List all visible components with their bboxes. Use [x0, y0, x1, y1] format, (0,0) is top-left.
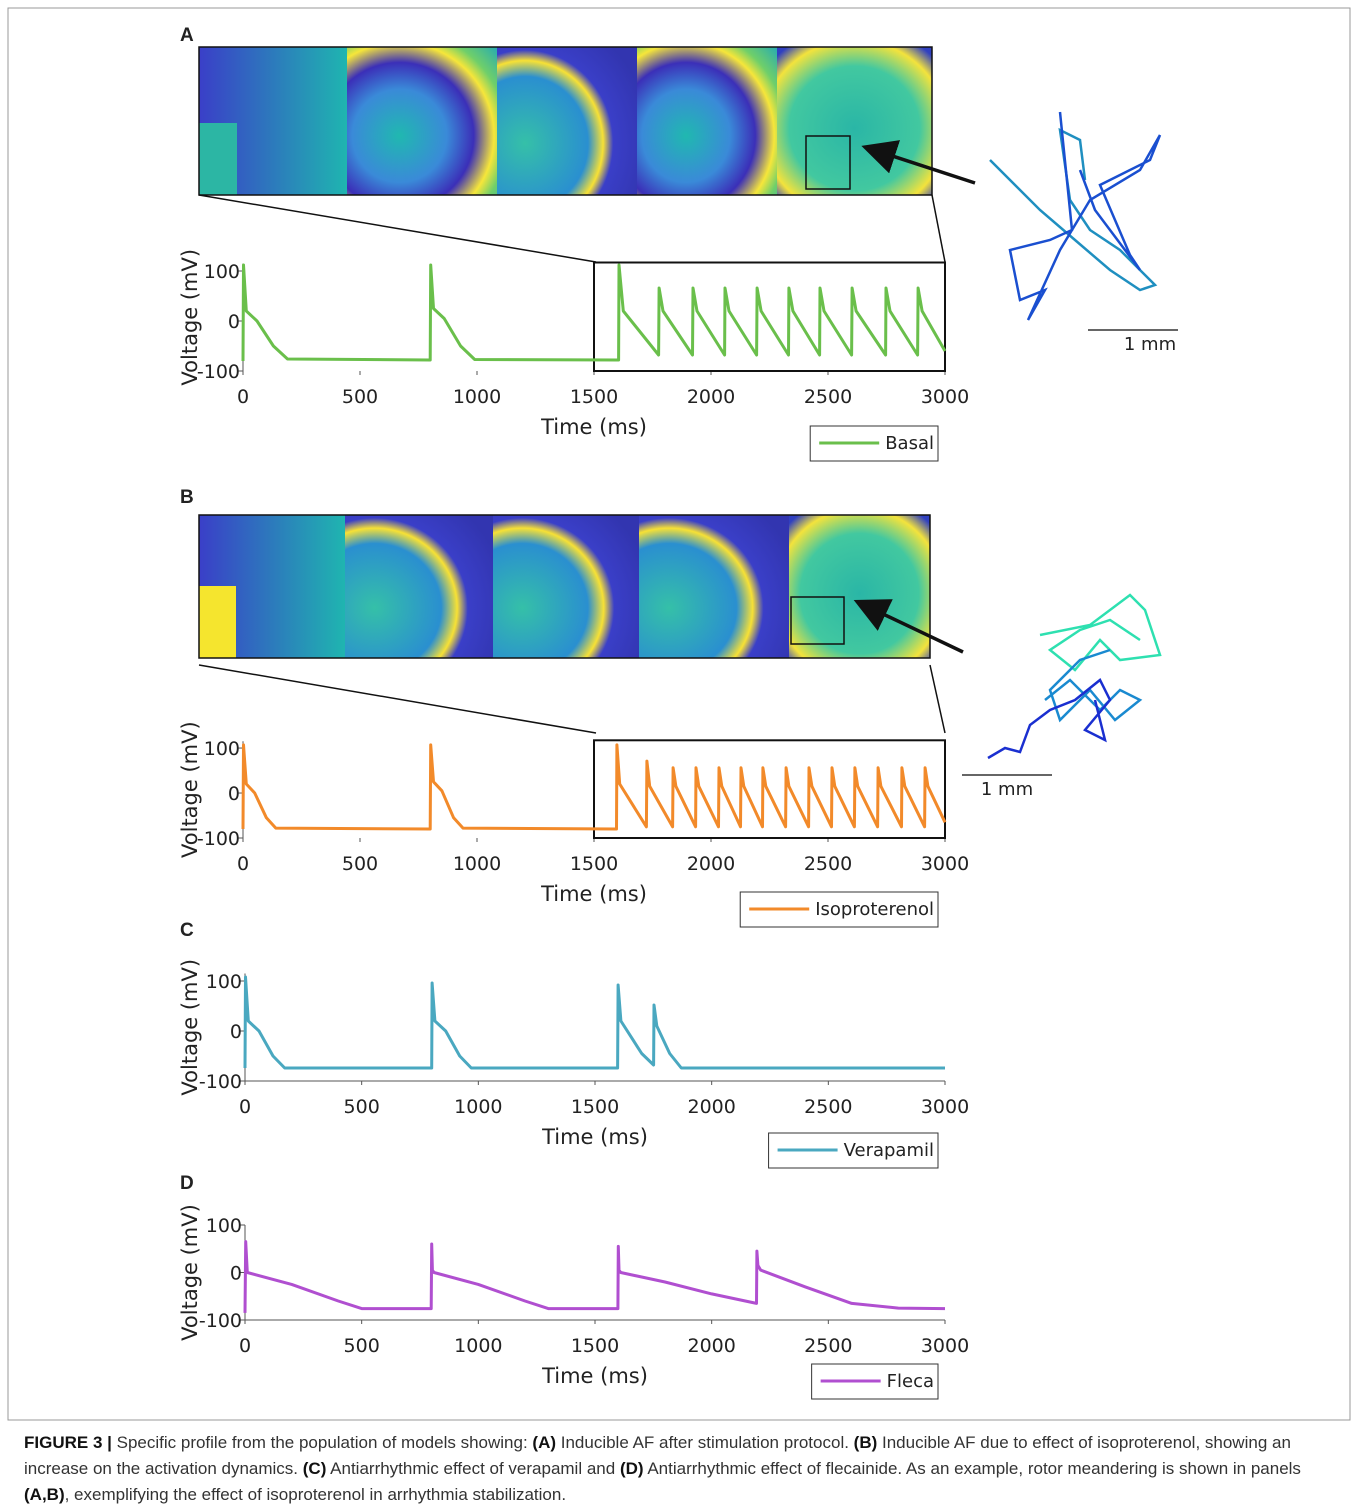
caption-text: FIGURE 3 | [24, 1433, 112, 1452]
rotor-trajectory [990, 112, 1178, 330]
y-axis-label: Voltage (mV) [178, 959, 202, 1096]
legend-label: Isoproterenol [815, 899, 934, 920]
y-axis-label: Voltage (mV) [178, 249, 202, 386]
x-tick-label: 0 [239, 1096, 251, 1118]
voltage-trace [245, 977, 945, 1068]
x-tick-label: 1500 [571, 1096, 619, 1118]
y-tick-label: 0 [228, 783, 240, 805]
x-axis-label: Time (ms) [541, 1125, 648, 1149]
x-tick-label: 2500 [804, 386, 852, 408]
y-tick-label: 100 [204, 738, 240, 760]
page: {"panel_labels": ["A", "B", "C", "D"], "… [0, 0, 1358, 1506]
rotor-trajectory [962, 595, 1160, 775]
x-tick-label: 3000 [921, 386, 969, 408]
x-tick-label: 1000 [454, 1096, 502, 1118]
scale-bar-label: 1 mm [1124, 334, 1176, 355]
snapshot-strip [199, 515, 963, 733]
x-axis-label: Time (ms) [540, 415, 647, 439]
x-tick-label: 0 [237, 386, 249, 408]
figure-border [8, 8, 1350, 1420]
scale-bar-label: 1 mm [981, 779, 1033, 800]
panel-label: C [180, 920, 194, 941]
caption-text: (C) [303, 1459, 327, 1478]
x-tick-label: 1000 [453, 853, 501, 875]
x-tick-label: 1000 [454, 1335, 502, 1357]
caption-text: Antiarrhythmic effect of verapamil and [326, 1459, 620, 1478]
legend-label: Fleca [887, 1371, 934, 1392]
x-tick-label: 1500 [571, 1335, 619, 1357]
y-tick-label: 0 [230, 1263, 242, 1285]
y-tick-label: 100 [206, 1215, 242, 1237]
x-tick-label: 2500 [804, 1096, 852, 1118]
panel-label: D [180, 1173, 194, 1194]
y-tick-label: 100 [204, 261, 240, 283]
x-tick-label: 2500 [804, 853, 852, 875]
x-tick-label: 2500 [804, 1335, 852, 1357]
x-tick-label: 3000 [921, 1335, 969, 1357]
y-tick-label: 0 [230, 1021, 242, 1043]
x-axis-label: Time (ms) [540, 882, 647, 906]
x-tick-label: 500 [342, 853, 378, 875]
x-tick-label: 0 [239, 1335, 251, 1357]
x-tick-label: 0 [237, 853, 249, 875]
legend-label: Basal [885, 433, 934, 454]
caption-text: (A) [532, 1433, 556, 1452]
y-axis-label: Voltage (mV) [178, 721, 202, 858]
y-tick-label: -100 [199, 1071, 242, 1093]
y-axis-label: Voltage (mV) [178, 1204, 202, 1341]
x-tick-label: 3000 [921, 1096, 969, 1118]
x-tick-label: 500 [344, 1335, 380, 1357]
caption-text: (A,B) [24, 1485, 65, 1504]
x-tick-label: 2000 [687, 853, 735, 875]
x-tick-label: 1000 [453, 386, 501, 408]
caption: FIGURE 3 | Specific profile from the pop… [24, 1430, 1334, 1508]
caption-text: Specific profile from the population of … [112, 1433, 533, 1452]
voltage-trace [245, 1242, 945, 1313]
y-tick-label: 0 [228, 311, 240, 333]
x-tick-label: 500 [342, 386, 378, 408]
y-tick-label: 100 [206, 971, 242, 993]
y-tick-label: -100 [197, 361, 240, 383]
caption-text: (B) [854, 1433, 878, 1452]
panel-label: A [180, 25, 194, 46]
x-tick-label: 2000 [687, 1096, 735, 1118]
x-axis-label: Time (ms) [541, 1364, 648, 1388]
panel-label: B [180, 487, 194, 508]
snapshot-strip [199, 47, 975, 262]
caption-text: Antiarrhythmic effect of flecainide. As … [644, 1459, 1301, 1478]
y-tick-label: -100 [197, 828, 240, 850]
x-tick-label: 3000 [921, 853, 969, 875]
caption-text: (D) [620, 1459, 644, 1478]
y-tick-label: -100 [199, 1310, 242, 1332]
x-tick-label: 2000 [687, 1335, 735, 1357]
figure: 1 mm 1 mm A B C D -100010005001000150020… [0, 0, 1358, 1506]
legend-label: Verapamil [844, 1140, 934, 1161]
x-tick-label: 1500 [570, 386, 618, 408]
caption-text: , exemplifying the effect of isoproteren… [65, 1485, 566, 1504]
x-tick-label: 1500 [570, 853, 618, 875]
x-tick-label: 500 [344, 1096, 380, 1118]
caption-text: Inducible AF after stimulation protocol. [556, 1433, 854, 1452]
x-tick-label: 2000 [687, 386, 735, 408]
